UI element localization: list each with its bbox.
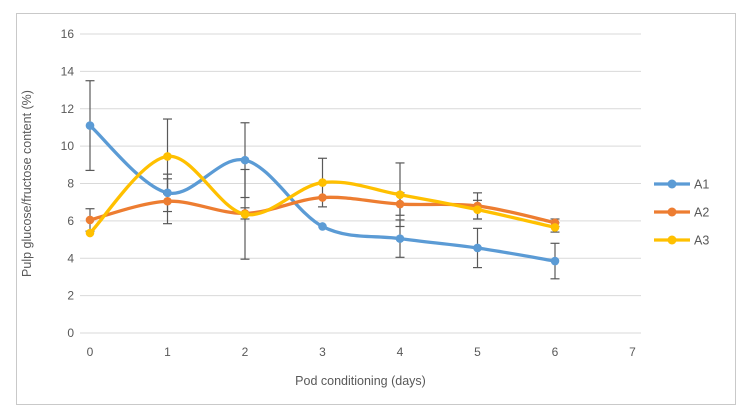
series-marker-A3-day0: [85, 228, 95, 238]
legend-marker-A2: [667, 207, 677, 217]
series-marker-A3-day1: [163, 152, 172, 161]
y-tick-label-0: 0: [67, 326, 74, 340]
legend-item-A1: A1: [654, 178, 709, 192]
x-tick-label-3: 3: [319, 345, 326, 359]
series-marker-A2-day3: [318, 193, 327, 202]
series-marker-A3-day2: [240, 210, 250, 219]
series-marker-A3-day5: [473, 205, 482, 214]
series-marker-A2-day1: [163, 196, 172, 206]
series-marker-A1-day2: [240, 155, 250, 165]
series-marker-A1-day0: [85, 121, 95, 130]
legend-marker-A3: [667, 235, 677, 245]
series-marker-A3-day4: [395, 190, 405, 200]
series-marker-A3-day6: [550, 223, 560, 232]
y-axis-title: Pulp glucose/fructose content (%): [20, 90, 34, 277]
legend-label-A2: A2: [694, 206, 709, 220]
x-tick-label-1: 1: [164, 345, 171, 359]
legend-label-A1: A1: [694, 178, 709, 192]
x-tick-label-2: 2: [242, 345, 249, 359]
legend-marker-A1: [667, 179, 677, 189]
y-tick-label-2: 2: [67, 289, 74, 303]
x-axis-title: Pod conditioning (days): [295, 374, 426, 388]
series-marker-A1-day4: [395, 234, 405, 243]
series-marker-A1-day5: [473, 243, 482, 253]
y-tick-label-16: 16: [61, 27, 75, 41]
y-tick-label-14: 14: [61, 64, 75, 78]
series-marker-A1-day3: [318, 222, 327, 231]
series-marker-A3-day3: [318, 178, 327, 187]
y-tick-label-8: 8: [67, 177, 74, 191]
x-tick-label-6: 6: [552, 345, 559, 359]
x-tick-label-7: 7: [629, 345, 636, 359]
series-marker-A2-day0: [85, 215, 95, 225]
series-marker-A2-day4: [395, 199, 405, 209]
y-tick-label-6: 6: [67, 214, 74, 228]
y-tick-label-10: 10: [61, 139, 75, 153]
legend-item-A2: A2: [654, 206, 709, 220]
series-marker-A1-day6: [550, 256, 560, 266]
x-tick-label-0: 0: [87, 345, 94, 359]
x-tick-label-4: 4: [397, 345, 404, 359]
legend-label-A3: A3: [694, 234, 709, 248]
figure-border: [16, 13, 736, 405]
series-marker-A1-day1: [163, 188, 172, 198]
y-tick-label-12: 12: [61, 102, 75, 116]
x-tick-label-5: 5: [474, 345, 481, 359]
legend-item-A3: A3: [654, 234, 709, 248]
y-tick-label-4: 4: [67, 251, 74, 265]
